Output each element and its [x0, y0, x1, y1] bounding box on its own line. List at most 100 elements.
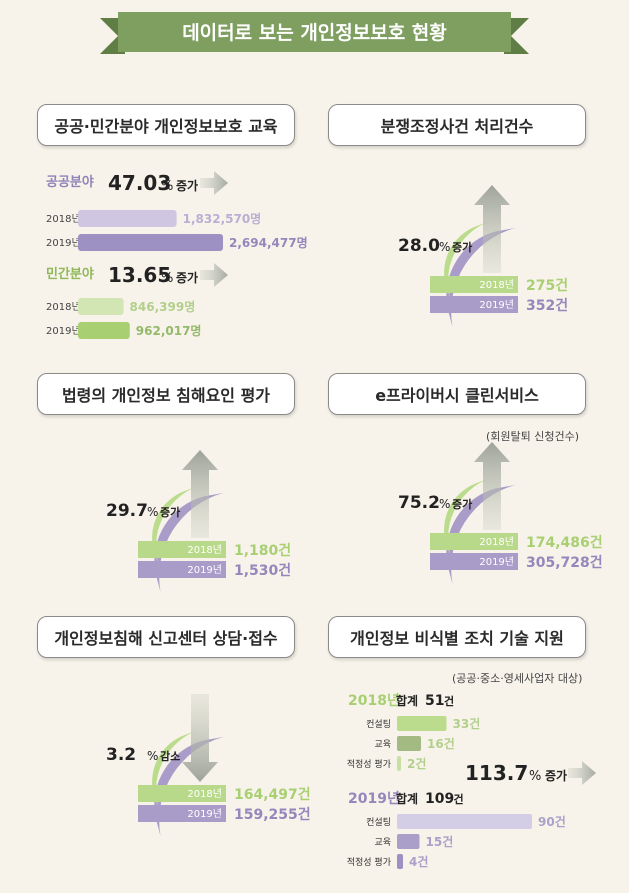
deident-total: 109	[425, 791, 454, 807]
panel-title-deident: 개인정보 비식별 조치 기술 지원	[328, 616, 586, 658]
edu-group-change: 13.65	[108, 263, 171, 287]
deident-change: 113.7	[465, 761, 528, 785]
ring-bar-2018	[138, 541, 226, 558]
deident-value-label: 4건	[409, 854, 428, 869]
deident-category: 컨설팅	[366, 719, 391, 730]
deident-total-unit: 건	[444, 694, 454, 708]
eprivacy-note: (회원탈퇴 신청건수)	[486, 430, 580, 443]
ring-outer-2019	[446, 484, 516, 585]
deident-total-label: 합계	[396, 693, 418, 708]
edu-year-label: 2019년	[46, 237, 81, 249]
deident-value-label: 16건	[427, 736, 455, 751]
edu-year-label: 2018년	[46, 213, 81, 225]
deident-bar	[397, 756, 401, 771]
edu-group-label: 민간분야	[46, 266, 94, 282]
right-arrow-icon	[200, 171, 228, 195]
ring-change-unit: %	[439, 240, 450, 254]
up-arrow-icon	[182, 450, 218, 538]
ring-inner-2018	[444, 478, 491, 561]
ring-bar-2019	[138, 561, 226, 578]
ring-inner-2018	[152, 486, 199, 569]
ring-value-label: 174,486건	[526, 534, 603, 551]
deident-category: 교육	[374, 837, 391, 848]
page-title: 데이터로 보는 개인정보보호 현황	[182, 21, 447, 44]
ring-change-unit: %	[147, 749, 158, 763]
deident-year: 2018년	[348, 693, 400, 709]
deident-bar	[397, 736, 421, 751]
ring-year-label: 2018년	[187, 788, 222, 800]
title-banner: 데이터로 보는 개인정보보호 현황	[100, 12, 529, 54]
edu-bar	[78, 322, 130, 339]
deident-total-unit: 건	[454, 792, 464, 806]
panel-title-dispute: 분쟁조정사건 처리건수	[328, 104, 586, 146]
ring-change: 29.7	[106, 501, 148, 521]
edu-group-change-label: 증가	[176, 178, 198, 193]
ring-bar-2018	[430, 276, 518, 293]
ring-value-label: 275건	[526, 277, 568, 294]
deident-value-label: 33건	[453, 716, 481, 731]
ring-change: 75.2	[398, 493, 440, 513]
deident-total: 51	[425, 693, 444, 709]
ring-change: 28.0	[398, 236, 440, 256]
deident-category: 적정성 평가	[347, 856, 391, 868]
deident-year: 2019년	[348, 791, 400, 807]
ring-year-label: 2018년	[187, 544, 222, 556]
ring-change-label: 감소	[160, 749, 180, 763]
deident-bar	[397, 854, 403, 869]
edu-group-change-unit: %	[161, 179, 173, 194]
deident-note: (공공·중소·영세사업자 대상)	[452, 672, 583, 685]
ring-change-label: 증가	[452, 497, 472, 511]
edu-group-change-label: 증가	[176, 270, 198, 285]
edu-group-change-unit: %	[161, 271, 173, 286]
edu-value-label: 846,399명	[130, 300, 196, 314]
ring-value-label: 1,180건	[234, 542, 291, 559]
panel-title-education: 공공·민간분야 개인정보보호 교육	[37, 104, 295, 146]
right-arrow-icon	[200, 263, 228, 287]
down-arrow-icon	[182, 694, 218, 782]
ring-year-label: 2019년	[187, 564, 222, 576]
deident-bar	[397, 814, 532, 829]
edu-value-label: 1,832,570명	[183, 212, 262, 226]
ring-bar-2019	[430, 553, 518, 570]
ring-bar-2018	[138, 785, 226, 802]
edu-bar	[78, 210, 177, 227]
ring-value-label: 352건	[526, 297, 568, 314]
edu-value-label: 962,017명	[136, 324, 202, 338]
ring-value-label: 164,497건	[234, 786, 311, 803]
edu-group-change: 47.03	[108, 171, 171, 195]
right-arrow-icon	[568, 761, 596, 785]
ring-inner-2018	[444, 221, 491, 304]
deident-category: 교육	[374, 739, 391, 750]
ring-change-label: 증가	[160, 505, 180, 519]
ring-inner-2018	[152, 730, 199, 813]
edu-bar	[78, 234, 223, 251]
ring-change-unit: %	[147, 505, 158, 519]
panel-title-eprivacy: e프라이버시 클린서비스	[328, 373, 586, 415]
edu-year-label: 2019년	[46, 325, 81, 337]
ring-outer-2019	[446, 227, 516, 328]
edu-value-label: 2,694,477명	[229, 236, 308, 250]
ring-bar-2019	[430, 296, 518, 313]
ring-change-label: 증가	[452, 240, 472, 254]
ring-bar-2019	[138, 805, 226, 822]
ring-value-label: 305,728건	[526, 554, 603, 571]
ring-bar-2018	[430, 533, 518, 550]
up-arrow-icon	[474, 185, 510, 273]
ring-change: 3.2	[106, 745, 136, 765]
deident-change-unit: %	[529, 769, 541, 784]
deident-category: 컨설팅	[366, 817, 391, 828]
ring-year-label: 2019년	[479, 556, 514, 568]
edu-year-label: 2018년	[46, 301, 81, 313]
deident-bar	[397, 834, 420, 849]
deident-bar	[397, 716, 447, 731]
ring-year-label: 2019년	[479, 299, 514, 311]
ring-year-label: 2018년	[479, 536, 514, 548]
deident-category: 적정성 평가	[347, 758, 391, 770]
panel-title-report: 개인정보침해 신고센터 상담·접수	[37, 616, 295, 658]
deident-value-label: 15건	[426, 834, 454, 849]
edu-group-label: 공공분야	[46, 174, 94, 190]
ring-value-label: 1,530건	[234, 562, 291, 579]
edu-bar	[78, 298, 124, 315]
ring-outer-2019	[154, 736, 224, 837]
